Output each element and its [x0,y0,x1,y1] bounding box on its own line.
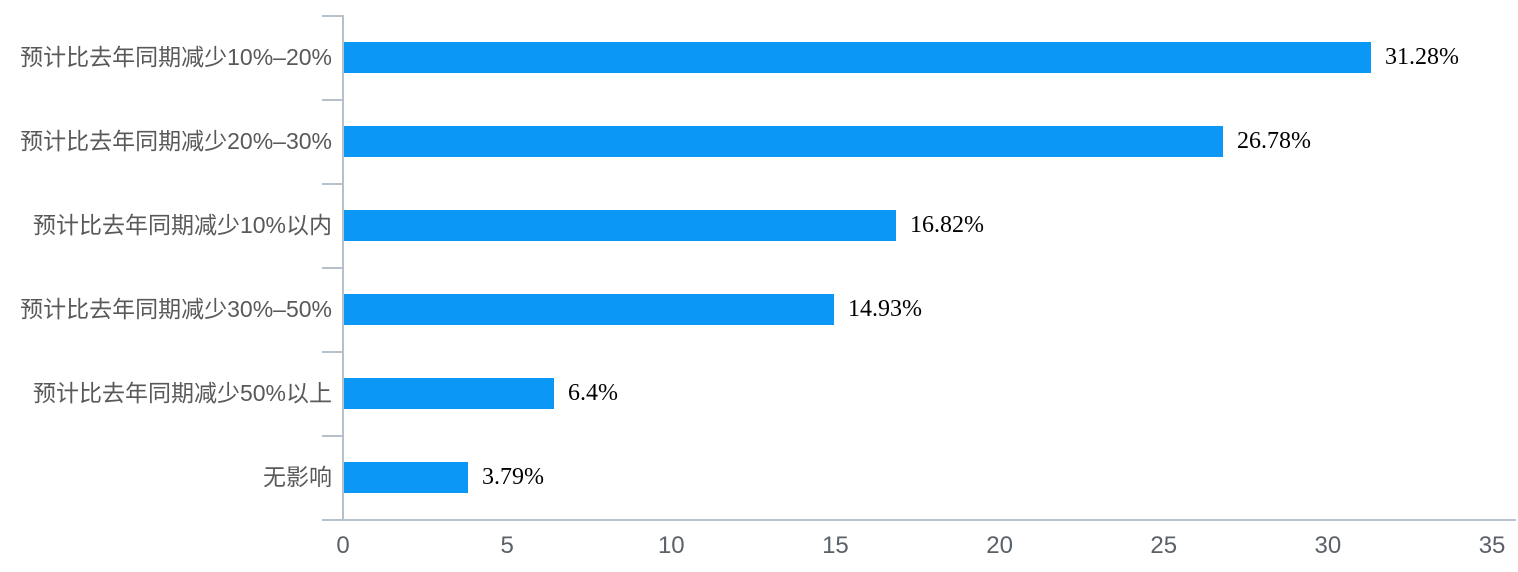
bar-value-label: 6.4% [568,380,618,406]
bar [344,210,896,241]
y-axis-tick [322,15,342,17]
x-axis-tick-label: 25 [1150,532,1178,559]
x-axis-tick-label: 30 [1314,532,1342,559]
y-axis-line [342,15,344,521]
category-label: 预计比去年同期减少10%–20% [20,44,332,70]
bar [344,42,1371,73]
bar-value-label: 14.93% [848,296,922,322]
x-axis-tick-label: 10 [657,532,685,559]
category-label: 无影响 [263,464,332,490]
bar-value-label: 31.28% [1385,44,1459,70]
bar [344,462,468,493]
x-axis-line [322,519,1516,521]
category-label: 预计比去年同期减少20%–30% [20,128,332,154]
category-label: 预计比去年同期减少50%以上 [32,380,332,406]
y-axis-tick [322,99,342,101]
bar [344,294,834,325]
y-axis-tick [322,519,342,521]
category-label: 预计比去年同期减少10%以内 [32,212,332,238]
y-axis-tick [322,267,342,269]
y-axis-tick [322,435,342,437]
category-label: 预计比去年同期减少30%–50% [20,296,332,322]
bar-value-label: 26.78% [1237,128,1311,154]
bar [344,378,554,409]
x-axis-tick-label: 0 [336,532,350,559]
y-axis-tick [322,351,342,353]
bar-value-label: 16.82% [910,212,984,238]
bar [344,126,1223,157]
x-axis-tick-label: 20 [986,532,1013,559]
x-axis-tick-label: 35 [1478,532,1506,559]
y-axis-tick [322,183,342,185]
x-axis-tick-label: 15 [822,532,849,559]
x-axis-tick-label: 5 [500,532,514,559]
bar-value-label: 3.79% [482,464,544,490]
